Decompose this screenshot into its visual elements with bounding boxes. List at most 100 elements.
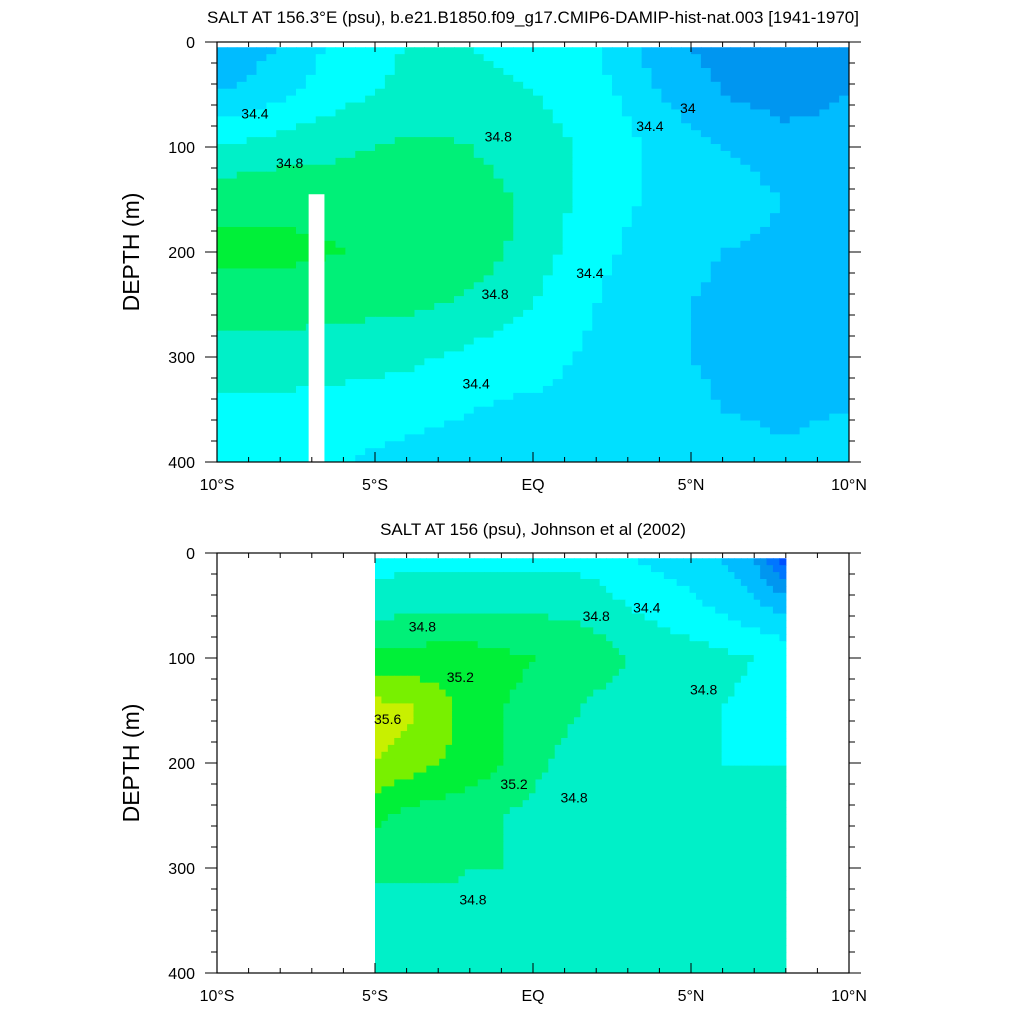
salinity-cell xyxy=(256,420,267,429)
salinity-cell xyxy=(523,420,534,429)
salinity-cell xyxy=(404,337,416,346)
salinity-cell xyxy=(414,413,425,422)
salinity-cell xyxy=(691,95,702,104)
salinity-cell xyxy=(809,88,820,97)
salinity-cell xyxy=(345,67,356,76)
salinity-cell xyxy=(839,309,849,318)
salinity-cell xyxy=(631,385,643,394)
salinity-cell xyxy=(434,199,445,207)
salinity-cell xyxy=(829,178,840,187)
salinity-cell xyxy=(503,648,511,656)
salinity-cell xyxy=(809,289,820,297)
salinity-cell xyxy=(651,316,662,325)
salinity-cell xyxy=(463,303,475,311)
salinity-cell xyxy=(424,254,435,263)
salinity-cell xyxy=(424,392,435,401)
salinity-cell xyxy=(217,144,228,152)
salinity-cell xyxy=(276,254,287,263)
salinity-cell xyxy=(641,74,653,83)
salinity-cell xyxy=(463,116,475,124)
salinity-cell xyxy=(766,599,774,608)
salinity-cell xyxy=(375,296,386,304)
salinity-cell xyxy=(671,54,682,62)
salinity-cell xyxy=(345,254,356,263)
salinity-cell xyxy=(503,606,511,615)
salinity-cell xyxy=(503,247,514,256)
salinity-cell xyxy=(661,157,672,166)
salinity-cell xyxy=(809,226,820,235)
salinity-cell xyxy=(384,157,396,166)
salinity-cell xyxy=(490,620,498,628)
salinity-cell xyxy=(404,240,416,249)
contour-label: 34 xyxy=(680,100,696,116)
salinity-cell xyxy=(246,268,258,276)
salinity-cell xyxy=(651,441,662,449)
salinity-cell xyxy=(582,254,593,263)
salinity-cell xyxy=(535,648,543,656)
salinity-cell xyxy=(387,661,395,670)
salinity-cell xyxy=(799,385,811,394)
salinity-cell xyxy=(789,171,801,180)
salinity-cell xyxy=(702,572,710,580)
salinity-cell xyxy=(509,592,517,601)
salinity-cell xyxy=(286,399,297,408)
salinity-cell xyxy=(750,261,761,270)
salinity-cell xyxy=(661,379,672,387)
salinity-cell xyxy=(612,220,623,228)
salinity-cell xyxy=(829,247,840,256)
salinity-cell xyxy=(750,289,761,297)
salinity-cell xyxy=(325,240,337,249)
salinity-cell xyxy=(542,102,554,111)
salinity-cell xyxy=(671,351,682,359)
salinity-cell xyxy=(542,365,554,373)
salinity-cell xyxy=(691,74,702,83)
salinity-cell xyxy=(375,268,386,276)
salinity-cell xyxy=(463,399,475,408)
salinity-cell xyxy=(394,420,406,429)
salinity-cell xyxy=(602,213,613,221)
salinity-cell xyxy=(375,420,386,429)
salinity-cell xyxy=(445,565,453,573)
salinity-cell xyxy=(375,289,386,297)
salinity-cell xyxy=(700,199,712,207)
salinity-cell xyxy=(661,102,672,111)
salinity-cell xyxy=(689,613,697,622)
salinity-cell xyxy=(266,88,277,97)
salinity-cell xyxy=(606,599,614,608)
salinity-cell xyxy=(434,427,445,435)
salinity-cell xyxy=(766,606,774,615)
salinity-cell xyxy=(691,365,702,373)
salinity-cell xyxy=(561,620,569,628)
salinity-cell xyxy=(522,641,530,649)
salinity-cell xyxy=(473,344,485,352)
salinity-cell xyxy=(651,81,662,90)
salinity-cell xyxy=(661,67,672,76)
salinity-cell xyxy=(483,54,495,62)
salinity-cell xyxy=(286,261,297,270)
salinity-cell xyxy=(720,206,732,214)
salinity-cell xyxy=(661,309,672,318)
salinity-cell xyxy=(691,185,702,194)
salinity-cell xyxy=(573,599,581,608)
salinity-cell xyxy=(661,123,672,131)
salinity-cell xyxy=(700,455,712,462)
salinity-cell xyxy=(335,164,346,173)
salinity-cell xyxy=(760,102,771,111)
salinity-cell xyxy=(593,592,601,601)
salinity-cell xyxy=(217,61,228,69)
salinity-cell xyxy=(651,192,662,200)
salinity-cell xyxy=(335,323,346,332)
salinity-cell xyxy=(424,185,435,194)
salinity-cell xyxy=(789,192,801,200)
salinity-cell xyxy=(439,648,447,656)
salinity-cell xyxy=(651,226,662,235)
salinity-cell xyxy=(217,192,228,200)
salinity-cell xyxy=(779,95,791,104)
salinity-cell xyxy=(286,392,297,401)
salinity-cell xyxy=(730,337,741,346)
salinity-cell xyxy=(217,74,228,83)
salinity-cell xyxy=(789,344,801,352)
salinity-cell xyxy=(434,150,445,159)
salinity-cell xyxy=(266,448,277,456)
salinity-cell xyxy=(602,434,613,442)
